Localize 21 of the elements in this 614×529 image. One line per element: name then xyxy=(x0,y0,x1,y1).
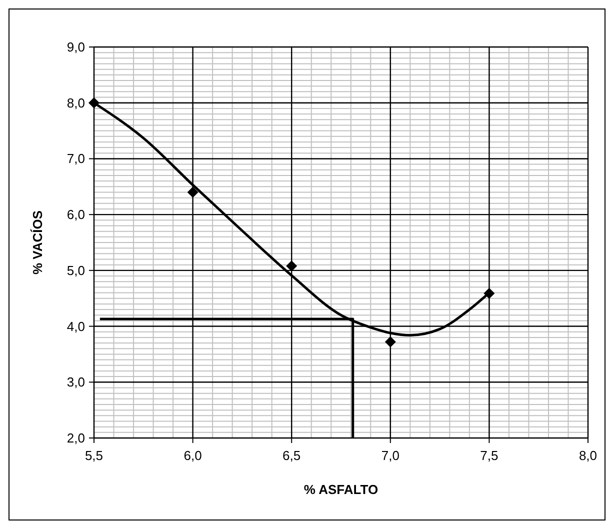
x-tick-label: 5,5 xyxy=(84,448,104,463)
point xyxy=(384,336,396,348)
y-tick-label: 9,0 xyxy=(66,40,85,54)
x-tick-label: 6,0 xyxy=(184,448,202,463)
x-tick-label: 6,5 xyxy=(282,448,301,463)
point xyxy=(187,186,198,198)
y-tick-label: 6,0 xyxy=(66,207,85,222)
point xyxy=(88,97,100,108)
y-tick-label: 7,0 xyxy=(66,151,85,166)
x-axis-title: % ASFALTO xyxy=(304,482,378,497)
y-tick-label: 8,0 xyxy=(66,95,85,110)
y-tick-label: 4,0 xyxy=(66,318,85,334)
y-axis-title: % VACÍOS xyxy=(30,210,45,275)
x-tick-label: 7,0 xyxy=(381,448,400,463)
point xyxy=(484,288,495,299)
x-tick-label: 8,0 xyxy=(578,448,598,463)
y-tick-label: 5,0 xyxy=(66,262,85,278)
x-tick-label: 7,5 xyxy=(480,448,498,463)
y-tick-label: 2,0 xyxy=(66,430,85,446)
point xyxy=(286,260,298,272)
y-tick-label: 3,0 xyxy=(66,374,85,390)
